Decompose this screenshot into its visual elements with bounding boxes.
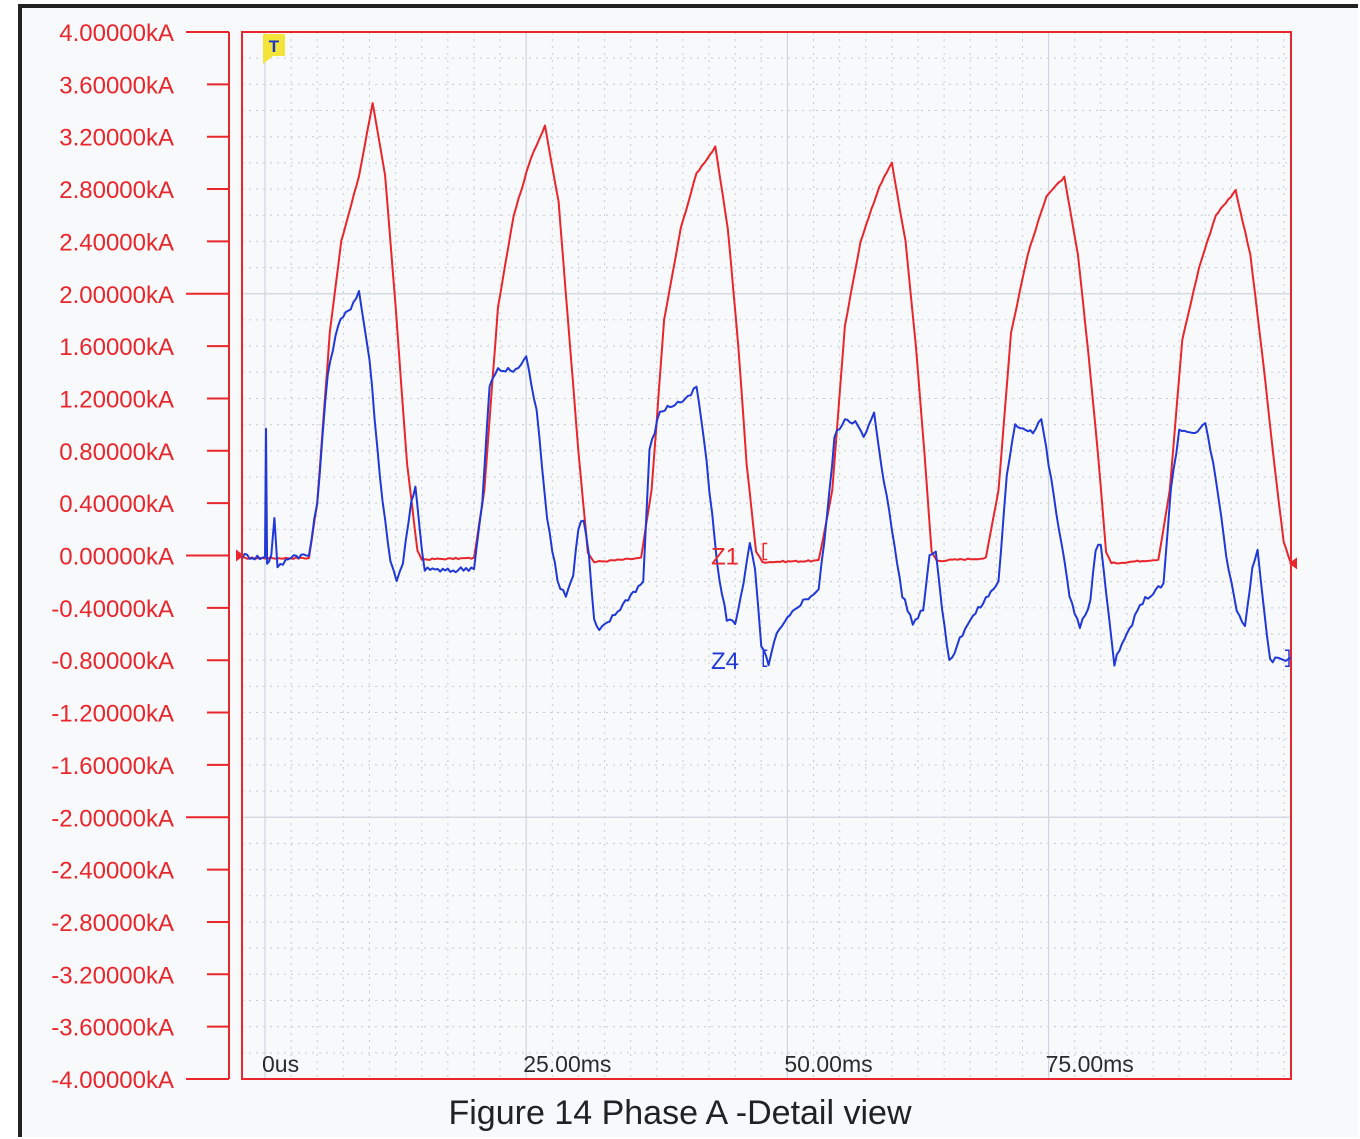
trigger-marker-tail [262, 56, 273, 64]
trace-bracket-z1 [762, 542, 768, 561]
y-tick-label: 4.00000kA [59, 20, 174, 47]
zero-marker-right [1289, 557, 1297, 570]
y-axis: 4.00000kA 3.60000kA 3.20000kA 2.80000kA 2.40… [51, 20, 230, 1094]
trace-label-z1: Z1 [711, 544, 739, 571]
y-tick-label: 2.00000kA [59, 282, 174, 309]
y-tick-label: -0.80000kA [51, 648, 174, 675]
y-tick-label: 1.20000kA [59, 386, 174, 413]
y-tick-label: 2.40000kA [59, 229, 174, 256]
y-tick-label: 0.00000kA [59, 544, 174, 571]
y-tick-label: 3.60000kA [59, 72, 174, 99]
y-tick-label: -2.40000kA [51, 858, 174, 885]
trace-label-z4: Z4 [711, 648, 739, 675]
x-tick-label: 0us [262, 1051, 299, 1077]
y-tick-label: 0.80000kA [59, 439, 174, 466]
y-tick-label: -2.80000kA [51, 910, 174, 937]
y-tick-label: -0.40000kA [51, 596, 174, 623]
trace-z1 [242, 102, 1292, 565]
plot-background [242, 32, 1291, 1079]
y-tick-label: -4.00000kA [51, 1067, 174, 1094]
y-tick-label: -2.00000kA [51, 805, 174, 832]
y-tick-label: 3.20000kA [59, 125, 174, 152]
y-tick-label: -1.20000kA [51, 701, 174, 728]
x-tick-label: 25.00ms [523, 1051, 611, 1077]
y-tick-label: -3.20000kA [51, 962, 174, 989]
x-tick-label: 50.00ms [784, 1051, 872, 1077]
zero-marker-left [236, 549, 244, 562]
trace-bracket-end-z4 [1285, 649, 1290, 667]
y-tick-label: 2.80000kA [59, 177, 174, 204]
figure-caption: Figure 14 Phase A -Detail view [448, 1094, 912, 1132]
y-tick-label: 1.60000kA [59, 334, 174, 361]
label-layer: 0us 25.00ms 50.00ms 75.00ms Z1 Z4 T [236, 34, 1297, 1077]
y-tick-label: 0.40000kA [59, 491, 174, 518]
trigger-marker-box [262, 34, 285, 56]
plot-grid [242, 32, 1291, 1079]
trigger-marker-label: T [269, 37, 280, 56]
y-tick-label: -3.60000kA [51, 1015, 174, 1042]
x-tick-label: 75.00ms [1046, 1051, 1134, 1077]
y-tick-label: -1.60000kA [51, 753, 174, 780]
trace-bracket-z4 [762, 649, 768, 667]
